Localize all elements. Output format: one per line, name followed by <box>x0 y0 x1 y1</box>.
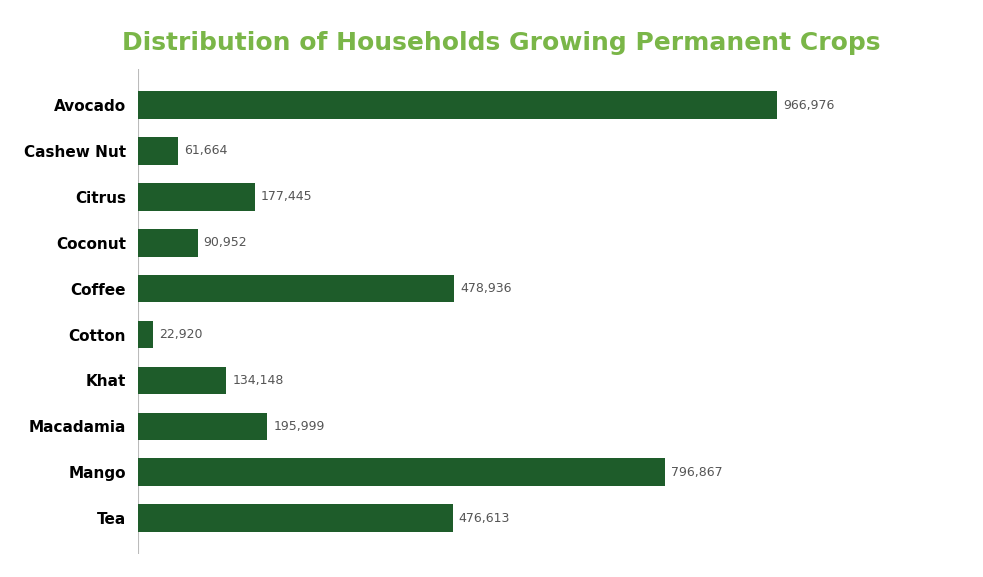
Bar <box>138 366 226 394</box>
Text: 478,936: 478,936 <box>460 282 512 295</box>
Text: 796,867: 796,867 <box>670 466 723 479</box>
Bar <box>138 183 255 211</box>
Text: 134,148: 134,148 <box>232 374 284 387</box>
Bar <box>138 321 152 349</box>
Bar <box>138 275 454 302</box>
Bar <box>138 413 267 440</box>
Text: 177,445: 177,445 <box>260 190 313 203</box>
Text: 22,920: 22,920 <box>158 328 202 341</box>
Text: 61,664: 61,664 <box>185 144 228 158</box>
Text: 195,999: 195,999 <box>273 420 324 433</box>
Bar <box>138 91 778 119</box>
Bar <box>138 459 665 486</box>
Text: 90,952: 90,952 <box>203 236 248 249</box>
Bar <box>138 137 178 164</box>
Text: 966,976: 966,976 <box>783 99 835 111</box>
Text: 476,613: 476,613 <box>459 512 510 524</box>
Bar <box>138 504 453 532</box>
Title: Distribution of Households Growing Permanent Crops: Distribution of Households Growing Perma… <box>122 31 881 55</box>
Bar <box>138 229 198 257</box>
